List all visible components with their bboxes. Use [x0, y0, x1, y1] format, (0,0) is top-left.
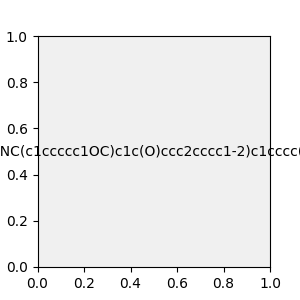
Text: O=C(NC(c1ccccc1OC)c1c(O)ccc2cccc1-2)c1cccc(OC)c1: O=C(NC(c1ccccc1OC)c1c(O)ccc2cccc1-2)c1cc… — [0, 145, 300, 158]
